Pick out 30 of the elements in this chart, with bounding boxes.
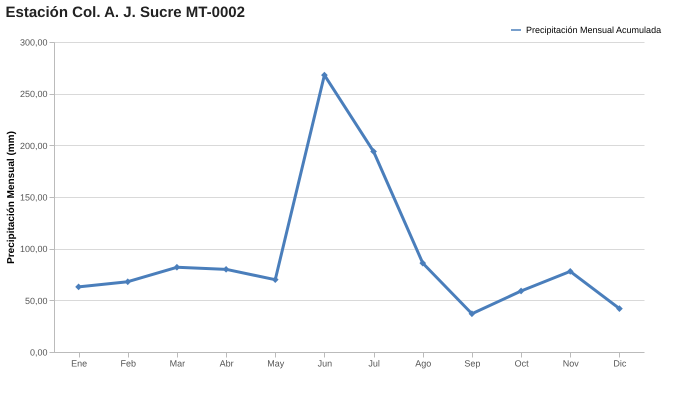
point: [518, 288, 524, 294]
x-tick-label: Feb: [120, 358, 136, 368]
x-tick-label: Jun: [318, 358, 332, 368]
y-tick-label: 200,00: [20, 140, 48, 151]
x-tick-label: Oct: [514, 358, 530, 368]
y-tick-label: 0,00: [30, 348, 48, 358]
chart-title: Estación Col. A. J. Sucre MT-0002: [5, 4, 246, 21]
x-tick-label: Dic: [613, 358, 627, 368]
y-tick-label: 300,00: [20, 38, 48, 48]
point: [468, 310, 476, 318]
y-axis-title: Precipitación Mensual (mm): [6, 131, 17, 264]
point: [616, 305, 623, 312]
point: [370, 148, 377, 155]
x-tick-label: May: [267, 358, 285, 368]
point: [566, 268, 574, 275]
y-tick-label: 50,00: [24, 296, 48, 306]
y-tick-label: 150,00: [20, 192, 48, 202]
point: [272, 276, 279, 284]
x-tick-label: Nov: [562, 358, 580, 368]
legend-label: Precipitación Mensual Acumulada: [526, 25, 662, 35]
x-tick-label: Ene: [71, 358, 88, 368]
y-tick-label: 250,00: [20, 89, 48, 100]
y-tick-label: 100,00: [20, 244, 48, 254]
x-tick-label: Abr: [220, 358, 234, 368]
x-tick-label: Ago: [415, 358, 432, 368]
x-tick-label: Mar: [170, 358, 186, 368]
x-tick-label: Sep: [464, 358, 480, 368]
point: [419, 260, 426, 266]
point: [75, 284, 82, 290]
x-tick-label: Jul: [368, 358, 380, 368]
